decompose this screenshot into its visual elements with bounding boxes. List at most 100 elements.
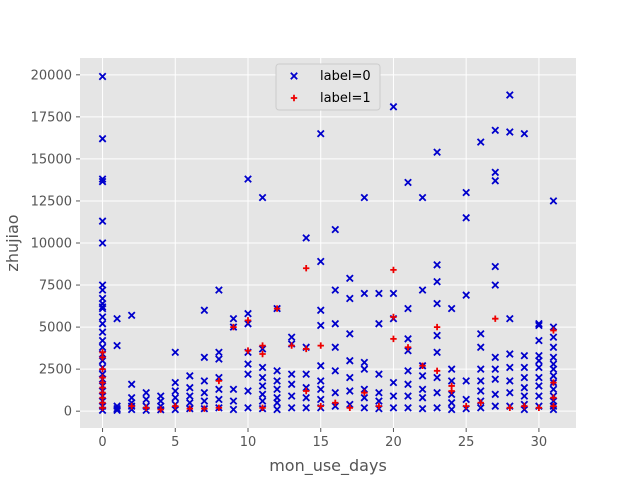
point-label1 [172,402,179,410]
point-label0 [360,193,369,202]
point-label1 [492,315,499,322]
point-label1 [302,265,310,272]
point-label0 [360,358,369,367]
point-label1 [157,406,164,413]
point-label1 [288,342,295,349]
data-points [98,72,558,415]
point-label0 [520,351,529,360]
point-label1 [142,404,150,412]
x-tick-label: 30 [531,435,548,450]
point-label0 [244,319,252,328]
point-label0 [287,403,296,412]
point-label1 [550,327,557,334]
point-label1 [550,394,557,401]
point-label0 [491,353,500,362]
point-label0 [375,289,383,298]
point-label0 [98,134,107,143]
point-label0 [433,148,441,157]
point-label0 [229,314,238,323]
point-label0 [549,353,558,362]
point-label1 [433,367,441,375]
point-label0 [505,363,514,372]
y-tick-label: 20000 [31,68,72,83]
legend-marker-x-icon [290,72,298,80]
point-label0 [331,319,340,328]
point-label0 [244,387,252,395]
point-label0 [433,331,441,340]
point-label0 [476,138,485,146]
point-label0 [215,373,223,382]
point-label0 [491,126,500,135]
point-label0 [447,405,456,414]
point-label0 [520,392,529,400]
point-label0 [258,193,267,202]
point-label0 [535,373,543,382]
point-label0 [171,348,180,357]
point-label0 [316,321,325,330]
point-label0 [505,388,514,397]
x-tick-label: 25 [458,435,475,450]
point-label0 [476,403,485,412]
y-tick-labels: 0 2500 5000 7500 10000 12500 15000 17500 20000 [31,68,80,420]
point-label0 [273,385,281,394]
point-label0 [98,356,107,365]
point-label0 [273,398,281,407]
y-tick-label: 12500 [31,194,72,209]
point-label0 [491,168,500,177]
point-label0 [98,313,107,321]
point-label0 [113,404,121,413]
x-tick-labels: 0 5 10 15 20 25 30 [98,428,547,450]
point-label0 [389,102,398,111]
point-label0 [389,403,398,412]
point-label0 [549,372,558,380]
point-label0 [98,239,107,247]
legend-box [275,63,381,111]
point-label1 [99,354,106,361]
point-label0 [404,304,412,313]
point-label0 [360,393,369,402]
point-label0 [215,348,223,357]
point-label0 [549,343,558,352]
point-label0 [302,234,311,242]
point-label0 [476,377,485,385]
point-label1 [259,342,266,349]
point-label0 [418,372,427,380]
point-label0 [258,345,267,353]
point-label0 [331,388,340,397]
point-label0 [535,319,543,328]
point-label0 [258,390,267,399]
point-label0 [462,291,471,299]
point-label0 [505,314,514,323]
y-tick-label: 15000 [31,152,72,167]
point-label0 [476,329,485,338]
point-label1 [302,345,310,353]
point-label1 [404,344,412,351]
point-label0 [316,385,325,394]
point-label0 [418,286,427,294]
point-label0 [127,380,136,389]
point-label1 [230,323,237,331]
point-label0 [113,314,121,323]
point-label0 [520,373,529,382]
point-label0 [258,363,267,372]
point-label0 [200,306,209,315]
point-label0 [171,378,180,387]
point-label0 [476,387,485,395]
point-label1 [462,402,470,410]
point-label0 [491,176,500,185]
point-label1 [215,404,223,412]
point-label0 [505,128,514,136]
point-label1 [99,404,106,412]
point-label1 [375,402,383,410]
point-label0 [316,306,325,315]
point-label1 [128,402,135,410]
point-label1 [390,313,397,321]
point-label0 [185,372,194,380]
point-label0 [98,286,107,294]
point-label0 [244,403,252,412]
point-label1 [535,404,543,412]
point-label0 [505,377,514,385]
point-label0 [258,373,267,382]
point-label0 [98,336,107,345]
